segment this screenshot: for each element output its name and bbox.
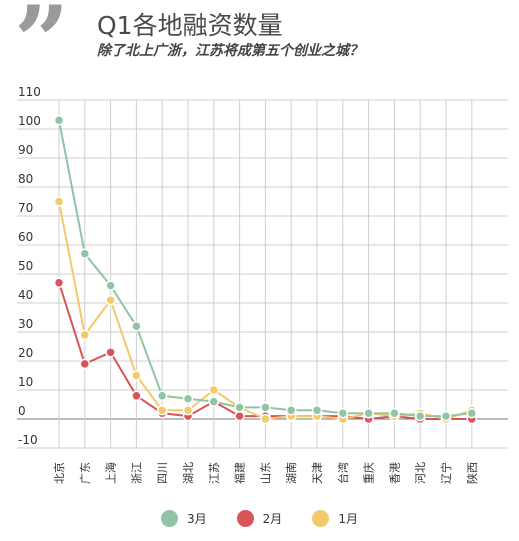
y-tick-label: 80 [18, 172, 33, 186]
x-tick-label: 河北 [414, 462, 427, 484]
data-point [208, 396, 220, 407]
data-point [131, 370, 142, 381]
legend-item: 1月 [312, 510, 358, 527]
data-point [337, 407, 349, 419]
data-point [156, 405, 168, 416]
data-point [260, 413, 271, 425]
legend-label: 1月 [338, 512, 358, 526]
y-tick-label: 30 [18, 317, 33, 331]
data-point [182, 393, 194, 404]
x-tick-label: 北京 [52, 462, 66, 484]
line-chart: 1101009080706050403020100-10 北京 广东 上海 浙江 四川湖… [17, 85, 508, 484]
x-tick-label: 香港 [388, 462, 401, 484]
y-tick-label: 50 [18, 259, 33, 273]
x-axis-ticks: 北京 广东 上海 浙江 四川 湖北 江苏 福建 山东 湖南 天津 台湾 重庆 香港 河北 辽宁 陕西 [52, 462, 479, 484]
data-point [53, 115, 65, 126]
chart-subtitle: 除了北上广浙，江苏将成第五个创业之城？ [97, 43, 363, 59]
chart-title: Q1各地融资数量 [97, 11, 283, 40]
x-tick-label: 上海 [104, 462, 118, 484]
legend-item: 3月 [161, 510, 207, 527]
x-tick-label: 山东 [259, 462, 272, 484]
data-point [156, 390, 168, 402]
data-point [131, 390, 142, 402]
y-tick-label: 40 [18, 288, 33, 302]
data-point [466, 407, 478, 419]
x-tick-label: 四川 [156, 462, 169, 484]
grid [17, 99, 508, 449]
data-point [105, 347, 116, 358]
legend-dot-icon [161, 510, 179, 527]
data-point [260, 402, 271, 413]
x-tick-label: 广东 [79, 462, 92, 484]
data-point [105, 294, 116, 306]
data-point [234, 402, 245, 413]
data-point [79, 248, 91, 259]
y-tick-label: 70 [18, 201, 33, 215]
legend-label: 2月 [262, 512, 283, 526]
x-tick-label: 江苏 [208, 462, 221, 484]
legend-item: 2月 [236, 510, 283, 527]
data-point [363, 407, 374, 419]
legend-dot-icon [236, 510, 254, 527]
data-point [182, 405, 194, 416]
y-tick-label: 110 [18, 85, 41, 99]
x-tick-label: 陕西 [465, 462, 479, 484]
x-tick-label: 湖南 [285, 462, 298, 484]
y-tick-label: 90 [18, 143, 33, 157]
legend-label: 3月 [187, 512, 207, 526]
y-tick-label: 10 [18, 375, 33, 389]
x-tick-label: 湖北 [182, 462, 195, 484]
x-tick-label: 台湾 [336, 462, 350, 484]
y-tick-label: 100 [18, 114, 41, 128]
y-tick-label: -10 [18, 433, 38, 447]
legend-dot-icon [312, 510, 330, 527]
y-tick-label: 20 [18, 346, 33, 360]
data-point [440, 410, 452, 422]
legend: 3月 2月 1月 [0, 510, 519, 527]
x-tick-label: 辽宁 [439, 462, 453, 484]
data-point [414, 410, 426, 422]
x-tick-label: 重庆 [362, 462, 376, 484]
data-point [131, 320, 142, 332]
x-tick-label: 浙江 [130, 462, 143, 484]
data-point [389, 407, 400, 419]
data-point [53, 277, 65, 288]
data-point [53, 196, 65, 207]
data-point [234, 410, 245, 422]
data-point [285, 405, 297, 416]
data-point [79, 358, 91, 370]
x-tick-label: 福建 [233, 462, 247, 484]
series [53, 115, 478, 425]
y-tick-label: 60 [18, 230, 33, 244]
y-tick-label: 0 [18, 404, 26, 418]
x-tick-label: 天津 [311, 462, 324, 484]
data-point [208, 384, 220, 396]
data-point [105, 280, 116, 291]
data-point [311, 405, 323, 416]
data-point [79, 329, 91, 341]
quote-mark-icon: ” [14, 0, 70, 98]
